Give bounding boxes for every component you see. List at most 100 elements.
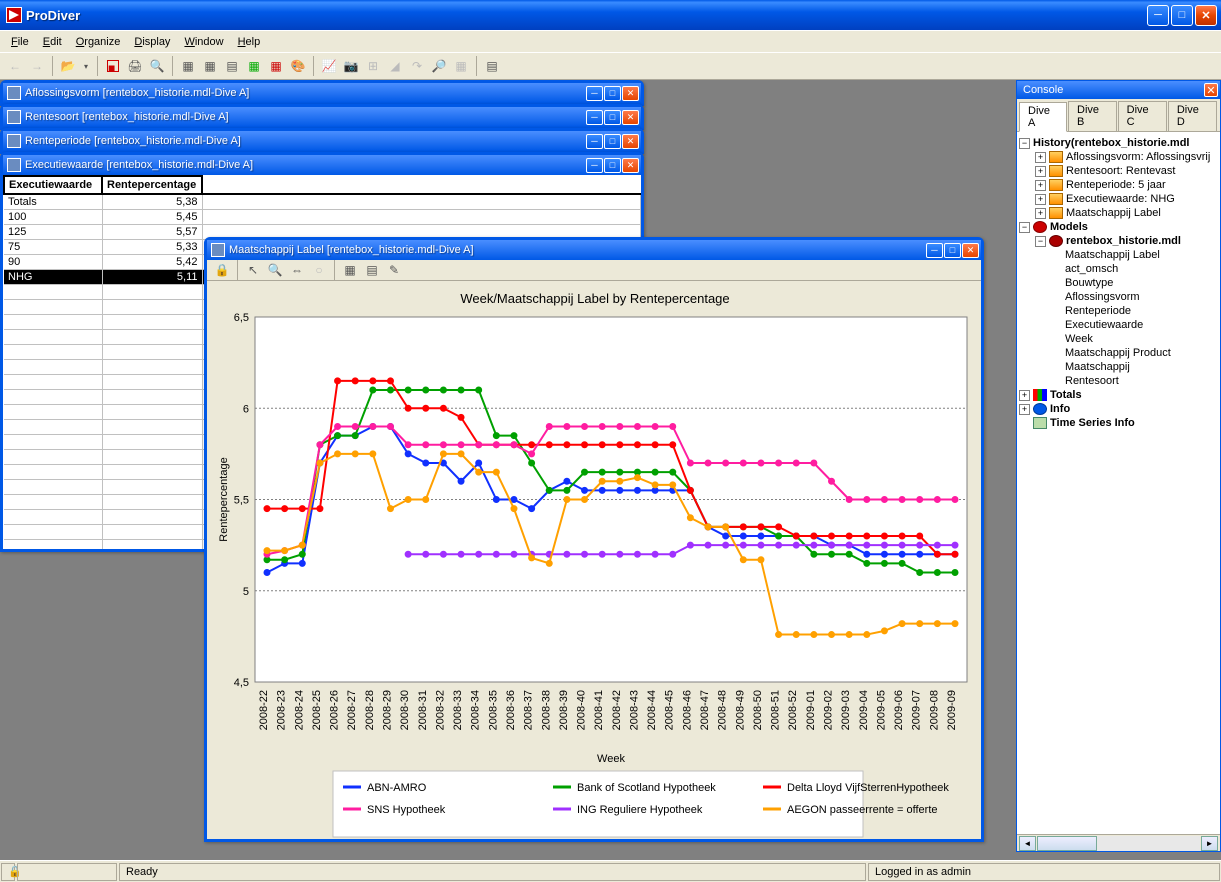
tree-toggle[interactable]: + — [1035, 166, 1046, 177]
console-tree[interactable]: −History(rentebox_historie.mdl + Aflossing… — [1017, 132, 1220, 834]
table-row[interactable]: Totals5,38 — [4, 194, 641, 210]
mdi-close-button[interactable]: ✕ — [962, 243, 979, 258]
palette-icon[interactable]: 🎨 — [289, 57, 307, 75]
maximize-button[interactable]: □ — [1171, 5, 1193, 26]
tree-toggle[interactable]: + — [1035, 152, 1046, 163]
tree-label[interactable]: rentebox_historie.mdl — [1066, 235, 1181, 247]
grid3-icon[interactable]: ▤ — [223, 57, 241, 75]
tree-toggle[interactable]: + — [1019, 404, 1030, 415]
grid4-icon[interactable]: ▦ — [245, 57, 263, 75]
pointer-icon[interactable]: ↖ — [244, 261, 262, 279]
tree-node[interactable]: Executiewaarde — [1019, 318, 1218, 332]
tree-node[interactable]: Maatschappij Label — [1019, 248, 1218, 262]
forward-icon[interactable]: → — [28, 57, 46, 75]
tree-label[interactable]: Maatschappij Label — [1065, 249, 1160, 261]
tree-node[interactable]: Renteperiode — [1019, 304, 1218, 318]
tree-label[interactable]: Maatschappij — [1065, 361, 1130, 373]
console-close-button[interactable]: ✕ — [1204, 83, 1218, 97]
props-icon[interactable]: ▤ — [483, 57, 501, 75]
minimize-button[interactable]: ─ — [1147, 5, 1169, 26]
zoom-icon[interactable]: 🔍 — [266, 261, 284, 279]
table-header[interactable]: Executiewaarde — [4, 176, 102, 194]
menu-file[interactable]: File — [4, 34, 36, 50]
tree-label[interactable]: Models — [1050, 221, 1088, 233]
tree-node[interactable]: −rentebox_historie.mdl — [1019, 234, 1218, 248]
scroll-thumb[interactable] — [1037, 836, 1097, 851]
tree-label[interactable]: Executiewaarde — [1065, 319, 1143, 331]
mdi-min-button[interactable]: ─ — [586, 86, 603, 101]
stop-icon[interactable]: ■ — [104, 57, 122, 75]
mdi-rentesoort[interactable]: Rentesoort [rentebox_historie.mdl-Dive A… — [0, 104, 644, 130]
menu-window[interactable]: Window — [177, 34, 230, 50]
tree-toggle[interactable]: + — [1035, 208, 1046, 219]
mdi-aflossingsvorm[interactable]: Aflossingsvorm [rentebox_historie.mdl-Di… — [0, 80, 644, 106]
mdi-close-button[interactable]: ✕ — [622, 158, 639, 173]
tree-toggle[interactable]: − — [1019, 222, 1030, 233]
mdi-min-button[interactable]: ─ — [586, 158, 603, 173]
circle-icon[interactable]: ○ — [310, 261, 328, 279]
print-icon[interactable]: 🖨 — [126, 57, 144, 75]
tree-node[interactable]: Aflossingsvorm — [1019, 290, 1218, 304]
tree-label[interactable]: Executiewaarde: NHG — [1066, 193, 1175, 205]
tree-node[interactable]: −History(rentebox_historie.mdl — [1019, 136, 1218, 150]
tool-b-icon[interactable]: ◢ — [386, 57, 404, 75]
console-tab[interactable]: Dive A — [1019, 102, 1067, 132]
tree-label[interactable]: Aflossingsvorm: Aflossingsvrij — [1066, 151, 1210, 163]
grid5-icon[interactable]: ▦ — [267, 57, 285, 75]
tool-c-icon[interactable]: ↷ — [408, 57, 426, 75]
lock-icon[interactable]: 🔒 — [213, 261, 231, 279]
find-icon[interactable]: 🔎 — [430, 57, 448, 75]
mdi-close-button[interactable]: ✕ — [622, 110, 639, 125]
tree-label[interactable]: Rentesoort — [1065, 375, 1119, 387]
tree-label[interactable]: Maatschappij Product — [1065, 347, 1171, 359]
pan-icon[interactable]: ⇔ — [288, 261, 306, 279]
tree-label[interactable]: Renteperiode — [1065, 305, 1131, 317]
tree-scrollbar[interactable]: ◄ ► — [1017, 834, 1220, 851]
tree-node[interactable]: Bouwtype — [1019, 276, 1218, 290]
tree-toggle[interactable]: + — [1019, 390, 1030, 401]
tool-f-icon[interactable]: ▤ — [363, 261, 381, 279]
dropdown-icon[interactable]: ▾ — [81, 57, 91, 75]
tree-label[interactable]: Info — [1050, 403, 1070, 415]
menu-edit[interactable]: Edit — [36, 34, 69, 50]
back-icon[interactable]: ← — [6, 57, 24, 75]
tree-node[interactable]: Week — [1019, 332, 1218, 346]
tree-toggle[interactable]: + — [1035, 194, 1046, 205]
tree-node[interactable]: Maatschappij Product — [1019, 346, 1218, 360]
mdi-max-button[interactable]: □ — [944, 243, 961, 258]
mdi-min-button[interactable]: ─ — [586, 110, 603, 125]
tree-node[interactable]: +Maatschappij Label — [1019, 206, 1218, 220]
tree-node[interactable]: Maatschappij — [1019, 360, 1218, 374]
tree-node[interactable]: − Models — [1019, 220, 1218, 234]
mdi-max-button[interactable]: □ — [604, 86, 621, 101]
tree-node[interactable]: +Renteperiode: 5 jaar — [1019, 178, 1218, 192]
mdi-min-button[interactable]: ─ — [926, 243, 943, 258]
tree-node[interactable]: Time Series Info — [1019, 416, 1218, 430]
mdi-chart-window[interactable]: Maatschappij Label [rentebox_historie.md… — [204, 237, 984, 842]
tree-node[interactable]: + Aflossingsvorm: Aflossingsvrij — [1019, 150, 1218, 164]
console-tab[interactable]: Dive C — [1118, 101, 1167, 131]
tree-node[interactable]: + Rentesoort: Rentevast — [1019, 164, 1218, 178]
tree-label[interactable]: Renteperiode: 5 jaar — [1066, 179, 1166, 191]
close-button[interactable]: ✕ — [1195, 5, 1217, 26]
grid1-icon[interactable]: ▦ — [179, 57, 197, 75]
mdi-renteperiode[interactable]: Renteperiode [rentebox_historie.mdl-Dive… — [0, 128, 644, 154]
mdi-max-button[interactable]: □ — [604, 134, 621, 149]
tree-label[interactable]: Rentesoort: Rentevast — [1066, 165, 1175, 177]
console-tab[interactable]: Dive D — [1168, 101, 1217, 131]
tree-node[interactable]: Rentesoort — [1019, 374, 1218, 388]
tool-a-icon[interactable]: ⊞ — [364, 57, 382, 75]
tree-node[interactable]: + Info — [1019, 402, 1218, 416]
tree-toggle[interactable]: − — [1019, 138, 1030, 149]
grid2-icon[interactable]: ▦ — [201, 57, 219, 75]
mdi-max-button[interactable]: □ — [604, 158, 621, 173]
menu-display[interactable]: Display — [127, 34, 177, 50]
mdi-min-button[interactable]: ─ — [586, 134, 603, 149]
camera-icon[interactable]: 📷 — [342, 57, 360, 75]
console-tab[interactable]: Dive B — [1068, 101, 1117, 131]
tree-node[interactable]: +Totals — [1019, 388, 1218, 402]
mdi-max-button[interactable]: □ — [604, 110, 621, 125]
menu-organize[interactable]: Organize — [69, 34, 128, 50]
chart-icon[interactable]: 📈 — [320, 57, 338, 75]
tree-label[interactable]: Week — [1065, 333, 1093, 345]
